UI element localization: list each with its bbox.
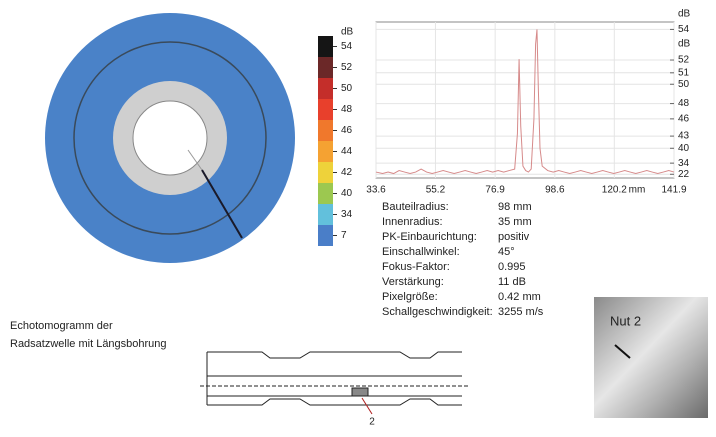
y-tick-label: 54 bbox=[678, 24, 690, 35]
y-tick-label: 46 bbox=[678, 114, 690, 125]
x-unit: mm bbox=[629, 185, 646, 196]
y-tick-label: 51 bbox=[678, 67, 690, 78]
colorbar-segment bbox=[318, 57, 333, 78]
param-value: 0.42 mm bbox=[498, 291, 541, 303]
notch bbox=[352, 388, 368, 396]
y-tick-label: 34 bbox=[678, 158, 690, 169]
colorbar-label: 50 bbox=[341, 83, 353, 94]
colorbar-label: 34 bbox=[341, 209, 353, 220]
param-name: Pixelgröße: bbox=[382, 291, 438, 303]
shaft-outline bbox=[207, 352, 462, 358]
colorbar-label: 54 bbox=[341, 41, 353, 52]
y-tick-label: 48 bbox=[678, 98, 690, 109]
colorbar-segment bbox=[318, 204, 333, 225]
colorbar-label: 48 bbox=[341, 104, 353, 115]
colorbar-segment bbox=[318, 99, 333, 120]
param-value: positiv bbox=[498, 231, 530, 243]
y-tick-label: 22 bbox=[678, 169, 690, 180]
y-unit: dB bbox=[678, 39, 691, 50]
colorbar-segment bbox=[318, 141, 333, 162]
x-tick-label: 33.6 bbox=[366, 185, 386, 196]
x-tick-label: 55.2 bbox=[426, 185, 446, 196]
colorbar-label: 46 bbox=[341, 125, 353, 136]
x-tick-label: 98.6 bbox=[545, 185, 565, 196]
shaft-outline bbox=[207, 399, 462, 405]
y-unit: dB bbox=[678, 9, 691, 20]
param-name: Verstärkung: bbox=[382, 276, 444, 288]
param-name: Bauteilradius: bbox=[382, 201, 449, 213]
y-tick-label: 43 bbox=[678, 131, 690, 142]
photo: Nut 2 bbox=[594, 297, 708, 418]
param-value: 3255 m/s bbox=[498, 306, 544, 318]
colorbar-unit: dB bbox=[341, 27, 354, 38]
line-chart: dB dB 33.6 55.2 76.9 98.6 120.2 141.9 mm 54 5251… bbox=[366, 9, 690, 196]
colorbar-label: 40 bbox=[341, 188, 353, 199]
tomogram bbox=[45, 13, 295, 263]
colorbar-label: 42 bbox=[341, 167, 353, 178]
photo-label: Nut 2 bbox=[610, 313, 641, 328]
plot-area bbox=[376, 22, 674, 178]
y-tick-label: 50 bbox=[678, 79, 690, 90]
shaft-drawing bbox=[200, 352, 470, 414]
parameter-table: Bauteilradius: 98 mm Innenradius: 35 mm PK-E… bbox=[382, 201, 544, 318]
param-value: 35 mm bbox=[498, 216, 532, 228]
param-name: Innenradius: bbox=[382, 216, 443, 228]
colorbar-segment bbox=[318, 162, 333, 183]
param-name: Fokus-Faktor: bbox=[382, 261, 450, 273]
param-name: Einschallwinkel: bbox=[382, 246, 460, 258]
x-tick-label: 76.9 bbox=[485, 185, 505, 196]
colorbar: dB 54 52 50 48 46 44 42 40 34 7 bbox=[318, 27, 354, 246]
colorbar-label: 44 bbox=[341, 146, 353, 157]
drawing-label: 2 bbox=[369, 417, 375, 428]
y-tick-label: 52 bbox=[678, 55, 690, 66]
colorbar-segment bbox=[318, 183, 333, 204]
x-tick-label: 120.2 bbox=[602, 185, 627, 196]
figure: dB 54 52 50 48 46 44 42 40 34 7 dB dB 33.6 55.2 76.… bbox=[0, 0, 716, 432]
param-value: 0.995 bbox=[498, 261, 526, 273]
x-tick-label: 141.9 bbox=[661, 185, 686, 196]
param-value: 11 dB bbox=[498, 276, 526, 288]
colorbar-segment bbox=[318, 36, 333, 57]
colorbar-segment bbox=[318, 78, 333, 99]
bore bbox=[133, 101, 207, 175]
param-name: Schallgeschwindigkeit: bbox=[382, 306, 493, 318]
caption: Radsatzwelle mit Längsbohrung bbox=[10, 338, 167, 350]
param-name: PK-Einbaurichtung: bbox=[382, 231, 477, 243]
colorbar-label: 52 bbox=[341, 62, 353, 73]
colorbar-label: 7 bbox=[341, 230, 347, 241]
param-value: 98 mm bbox=[498, 201, 532, 213]
param-value: 45° bbox=[498, 246, 515, 258]
arrow bbox=[362, 398, 372, 414]
y-tick-label: 40 bbox=[678, 143, 690, 154]
colorbar-segment bbox=[318, 225, 333, 246]
colorbar-segment bbox=[318, 120, 333, 141]
caption: Echotomogramm der bbox=[10, 320, 113, 332]
